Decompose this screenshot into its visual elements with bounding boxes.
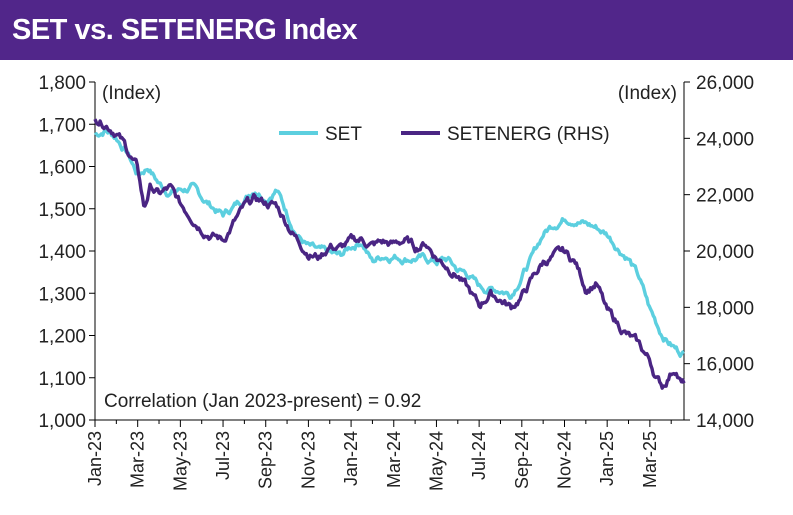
left-tick-label: 1,500 [38,200,86,221]
left-tick-label: 1,100 [38,369,86,390]
left-tick-label: 1,000 [38,411,86,432]
right-tick-label: 20,000 [696,242,754,263]
left-tick-label: 1,200 [38,327,86,348]
left-tick-label: 1,300 [38,284,86,305]
legend-label-set: SET [325,124,362,145]
series-group [93,118,686,390]
x-tick-label: Jul-24 [469,431,489,480]
x-tick-label: May-23 [170,431,190,491]
left-tick-label: 1,600 [38,158,86,179]
title-bar: SET vs. SETENERG Index [0,0,793,60]
right-tick-label: 16,000 [696,355,754,376]
x-tick-label: Jan-24 [341,431,361,486]
x-tick-label: Nov-24 [554,431,574,489]
labels-group: 1,000 1,100 1,200 1,300 1,400 1,500 1,600 1,700… [38,73,754,491]
series-line-set [93,128,685,358]
chart-title: SET vs. SETENERG Index [12,14,358,46]
x-tick-label: Nov-23 [298,431,318,489]
left-tick-label: 1,700 [38,115,86,136]
x-tick-label: Mar-25 [640,431,660,488]
correlation-annotation: Correlation (Jan 2023-present) = 0.92 [104,391,421,412]
x-tick-label: May-24 [426,431,446,491]
x-tick-label: Mar-23 [128,431,148,488]
right-tick-label: 26,000 [696,73,754,94]
left-tick-label: 1,400 [38,242,86,263]
x-tick-label: Jan-25 [597,431,617,486]
right-tick-label: 22,000 [696,186,754,207]
x-tick-label: Sep-24 [512,431,532,489]
legend-label-setenerg: SETENERG (RHS) [447,124,610,145]
series-line-setenerg [93,118,686,390]
x-tick-label: Mar-24 [384,431,404,488]
left-tick-label: 1,800 [38,73,86,94]
right-tick-label: 24,000 [696,129,754,150]
right-tick-label: 14,000 [696,411,754,432]
right-axis-label: (Index) [618,83,677,104]
axes-group [89,81,690,427]
left-axis-label: (Index) [102,83,161,104]
x-tick-label: Jul-23 [213,431,233,480]
x-tick-label: Sep-23 [256,431,276,489]
right-tick-label: 18,000 [696,298,754,319]
x-tick-label: Jan-23 [85,431,105,486]
